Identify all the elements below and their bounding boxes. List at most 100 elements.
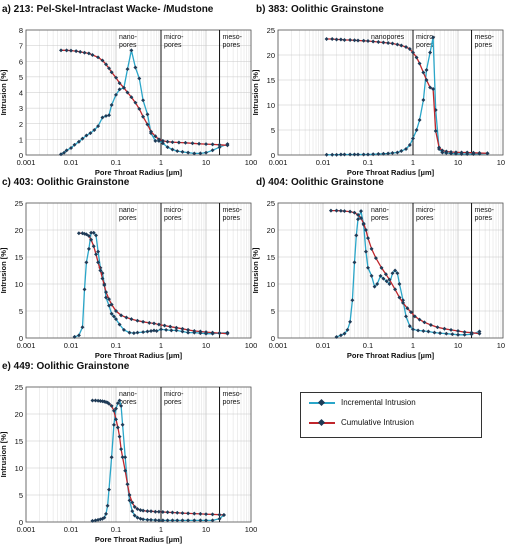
- incremental-point: [64, 148, 69, 153]
- cumulative-point: [160, 510, 165, 514]
- cumulative-point: [328, 208, 333, 213]
- cumulative-point: [324, 36, 329, 41]
- cumulative-point: [442, 326, 447, 331]
- incremental-point: [96, 124, 101, 129]
- incremental-point: [342, 152, 347, 157]
- y-axis-label: Intrusion [%]: [251, 247, 260, 293]
- cumulative-point: [453, 150, 458, 155]
- incremental-point: [417, 118, 422, 122]
- cumulative-point: [352, 38, 357, 43]
- region-label: pores: [119, 215, 137, 222]
- x-tick-label: 100: [245, 158, 258, 167]
- y-tick-label: 20: [15, 226, 23, 235]
- incremental-point: [404, 147, 409, 152]
- cumulative-point: [102, 283, 107, 288]
- incremental-point: [348, 319, 353, 324]
- incremental-point: [149, 329, 154, 333]
- incremental-point: [125, 67, 130, 72]
- cumulative-point: [334, 37, 339, 42]
- cumulative-point: [342, 209, 347, 214]
- region-label: micro-: [164, 34, 184, 41]
- cumulative-point: [165, 139, 170, 144]
- incremental-point: [88, 131, 93, 136]
- incremental-point: [192, 151, 197, 156]
- cumulative-point: [421, 70, 426, 75]
- cumulative-point: [76, 231, 81, 236]
- y-tick-label: 20: [267, 51, 275, 60]
- incremental-intrusion-line: [92, 398, 225, 522]
- x-tick-label: 0.001: [17, 525, 36, 534]
- incremental-point: [456, 332, 461, 337]
- region-label: micro-: [416, 207, 436, 214]
- cumulative-point: [348, 38, 353, 42]
- x-tick-label: 10: [202, 525, 210, 534]
- y-tick-label: 15: [15, 253, 23, 262]
- incremental-point: [84, 133, 89, 138]
- x-tick-label: 1: [159, 158, 163, 167]
- x-tick-label: 100: [245, 525, 258, 534]
- incremental-point: [91, 230, 96, 235]
- region-label: pores: [223, 42, 241, 49]
- x-tick-label: 10: [202, 341, 210, 350]
- cumulative-point: [395, 42, 400, 47]
- incremental-point: [334, 152, 339, 157]
- x-tick-label: 0.01: [316, 158, 331, 167]
- legend-incremental-label: Incremental Intrusion: [341, 398, 416, 407]
- incremental-point: [117, 322, 122, 327]
- cumulative-point: [440, 148, 445, 153]
- plot-frame: [25, 202, 252, 339]
- incremental-point: [154, 329, 159, 333]
- region-label: pores: [119, 42, 137, 49]
- incremental-point: [424, 68, 429, 73]
- y-tick-label: 15: [15, 437, 23, 446]
- cumulative-point: [174, 325, 179, 330]
- incremental-point: [369, 273, 374, 278]
- incremental-point: [104, 113, 108, 118]
- incremental-point: [444, 331, 449, 336]
- incremental-point: [210, 518, 215, 523]
- cumulative-point: [168, 324, 173, 329]
- incremental-point: [393, 268, 398, 273]
- incremental-point: [428, 50, 433, 55]
- chart-panel-5: e) 449: Oolithic Grainstonenano-poresmic…: [0, 361, 257, 544]
- cumulative-point: [162, 323, 167, 328]
- cumulative-point: [120, 455, 125, 460]
- cumulative-point: [86, 233, 91, 238]
- cumulative-point: [424, 78, 429, 83]
- cumulative-point: [64, 48, 69, 53]
- cumulative-point: [198, 511, 203, 516]
- y-tick-label: 20: [267, 226, 275, 235]
- cumulative-point: [123, 468, 128, 473]
- incremental-point: [180, 149, 185, 154]
- cumulative-point: [449, 150, 454, 155]
- cumulative-point: [59, 48, 63, 53]
- x-tick-label: 0.01: [64, 158, 79, 167]
- incremental-point: [397, 281, 402, 286]
- cumulative-point: [135, 507, 140, 511]
- incremental-point: [100, 115, 105, 120]
- incremental-point: [152, 328, 156, 333]
- cumulative-point: [417, 317, 422, 322]
- incremental-point: [160, 141, 165, 146]
- chart-title: a) 213: Pel-Skel-Intraclast Wacke- /Muds…: [2, 4, 214, 15]
- y-tick-label: 7: [19, 42, 23, 51]
- x-tick-label: 1: [159, 341, 163, 350]
- region-label: nano-: [119, 391, 138, 398]
- plot-frame: [25, 386, 252, 523]
- x-tick-label: 0.01: [316, 341, 331, 350]
- cumulative-point: [124, 315, 129, 320]
- region-label: pores: [475, 215, 493, 222]
- incremental-point: [198, 151, 203, 156]
- incremental-point: [115, 401, 120, 406]
- cumulative-intrusion-line: [326, 38, 488, 154]
- cumulative-point: [204, 512, 209, 517]
- cumulative-point: [204, 330, 209, 335]
- incremental-point: [395, 150, 400, 155]
- cumulative-point: [190, 141, 195, 146]
- x-tick-label: 1: [159, 525, 163, 534]
- region-label: pores: [119, 399, 137, 406]
- x-tick-label: 0.1: [111, 525, 121, 534]
- legend-cumulative-label: Cumulative Intrusion: [341, 418, 414, 427]
- incremental-point: [438, 331, 443, 336]
- region-label: pores: [416, 42, 434, 49]
